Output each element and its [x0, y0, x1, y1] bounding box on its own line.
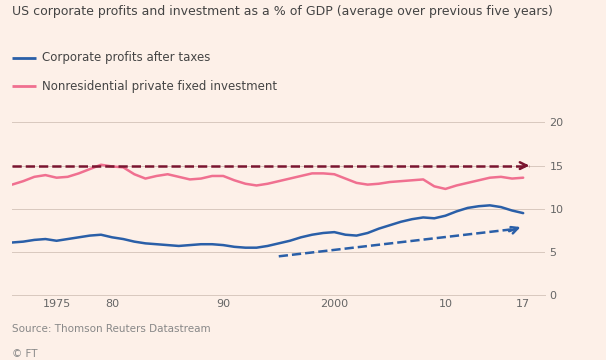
Text: US corporate profits and investment as a % of GDP (average over previous five ye: US corporate profits and investment as a…: [12, 5, 553, 18]
Text: Nonresidential private fixed investment: Nonresidential private fixed investment: [42, 80, 278, 93]
Text: © FT: © FT: [12, 349, 38, 359]
Text: Source: Thomson Reuters Datastream: Source: Thomson Reuters Datastream: [12, 324, 211, 334]
Text: Corporate profits after taxes: Corporate profits after taxes: [42, 51, 211, 64]
